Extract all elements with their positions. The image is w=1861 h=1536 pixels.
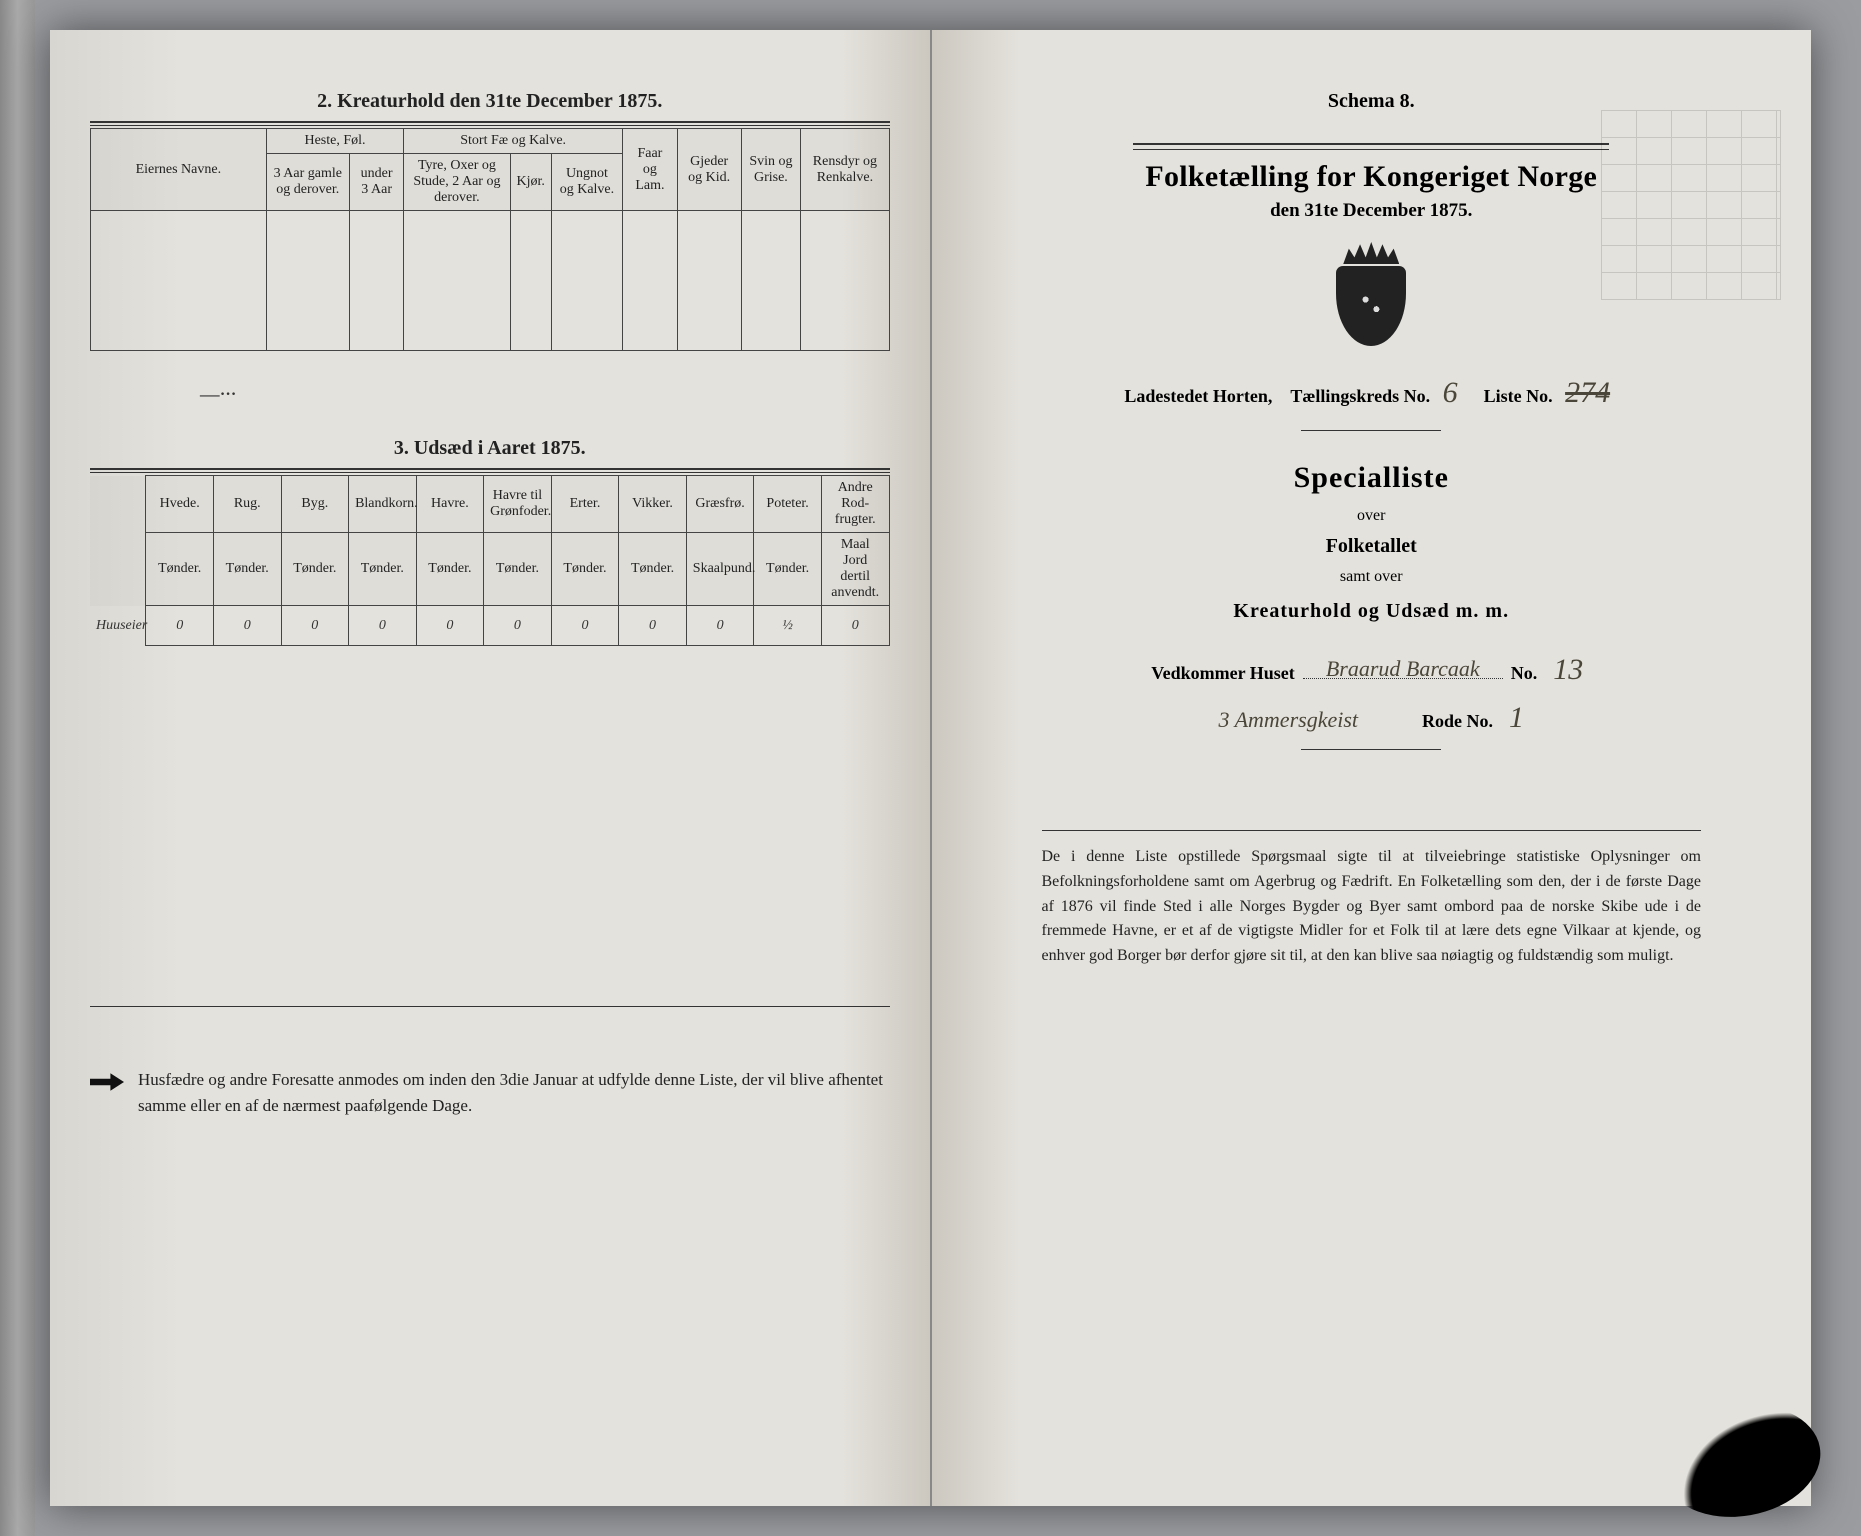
h-byg: Byg. <box>281 476 349 533</box>
v9: ½ <box>754 606 822 646</box>
book-spine <box>0 0 35 1536</box>
v7: 0 <box>619 606 687 646</box>
v10: 0 <box>821 606 889 646</box>
rode-label: Rode No. <box>1422 711 1493 732</box>
folketallet-label: Folketallet <box>1032 535 1712 558</box>
place-label: Ladestedet Horten, <box>1124 386 1272 406</box>
table-kreaturhold: Eiernes Navne. Heste, Føl. Stort Fæ og K… <box>90 128 890 351</box>
v4: 0 <box>416 606 484 646</box>
u9: Tønder. <box>754 533 822 606</box>
v2: 0 <box>281 606 349 646</box>
rule-thin <box>90 472 890 473</box>
samt-label: samt over <box>1032 568 1712 586</box>
colgrp-heste: Heste, Føl. <box>266 129 404 154</box>
v8: 0 <box>686 606 754 646</box>
h-vikker: Vikker. <box>619 476 687 533</box>
vedkommer-label: Vedkommer Huset <box>1151 663 1295 684</box>
hus-no-label: No. <box>1511 663 1538 684</box>
rule <box>90 468 890 470</box>
section2-title: 2. Kreaturhold den 31te December 1875. <box>90 90 890 113</box>
col-rensdyr: Rensdyr og Renkalve. <box>801 129 889 211</box>
h-graes: Græsfrø. <box>686 476 754 533</box>
thumb-shadow <box>1653 1393 1830 1529</box>
u0: Tønder. <box>146 533 214 606</box>
handwritten-mark: —··· <box>200 381 890 407</box>
short-rule <box>1301 749 1441 750</box>
specialliste-heading: Specialliste <box>1032 461 1712 495</box>
v6: 0 <box>551 606 619 646</box>
pointing-hand-icon <box>90 1071 124 1093</box>
left-footnote: Husfædre og andre Foresatte anmodes om i… <box>90 1067 890 1118</box>
open-book: 2. Kreaturhold den 31te December 1875. E… <box>50 30 1811 1506</box>
v1: 0 <box>213 606 281 646</box>
bottom-paragraph: De i denne Liste opstillede Spørgsmaal s… <box>1032 830 1712 969</box>
u2: Tønder. <box>281 533 349 606</box>
section3-title: 3. Udsæd i Aaret 1875. <box>90 437 890 460</box>
u7: Tønder. <box>619 533 687 606</box>
location-line: Ladestedet Horten, Tællingskreds No. 6 L… <box>1032 376 1712 410</box>
rule-thin <box>90 1006 890 1007</box>
u5: Tønder. <box>484 533 552 606</box>
kreds-label: Tællingskreds No. <box>1290 386 1430 406</box>
sub-stort-c: Ungnot og Kalve. <box>551 154 622 211</box>
h-hvede: Hvede. <box>146 476 214 533</box>
u6: Tønder. <box>551 533 619 606</box>
sub-stort-b: Kjør. <box>510 154 551 211</box>
rule <box>90 121 890 123</box>
rule-thin <box>90 125 890 126</box>
table3-data-row: Huuseier 0 0 0 0 0 0 0 0 0 ½ 0 <box>90 606 889 646</box>
over-label: over <box>1032 507 1712 525</box>
coat-of-arms-icon <box>1326 242 1416 352</box>
rode-line: 3 Ammersgkeist Rode No. 1 <box>1032 701 1712 735</box>
table-udsaed: Hvede. Rug. Byg. Blandkorn. Havre. Havre… <box>90 475 890 646</box>
colgrp-stort: Stort Fæ og Kalve. <box>404 129 623 154</box>
bleedthrough-table <box>1601 110 1781 300</box>
u4: Tønder. <box>416 533 484 606</box>
table2-empty-row <box>91 211 890 351</box>
row-label: Huuseier <box>90 606 146 646</box>
h-poteter: Poteter. <box>754 476 822 533</box>
liste-value: 274 <box>1557 376 1618 409</box>
line2-handwriting: 3 Ammersgkeist <box>1210 707 1366 733</box>
u3: Tønder. <box>349 533 417 606</box>
kreds-value: 6 <box>1435 376 1466 409</box>
h-rug: Rug. <box>213 476 281 533</box>
liste-label: Liste No. <box>1484 386 1553 406</box>
col-svin: Svin og Grise. <box>741 129 801 211</box>
table3-unit-row: Tønder. Tønder. Tønder. Tønder. Tønder. … <box>90 533 889 606</box>
right-page: Schema 8. Folketælling for Kongeriget No… <box>932 30 1812 1506</box>
sub-stort-a: Tyre, Oxer og Stude, 2 Aar og derover. <box>404 154 510 211</box>
sub-heste-b: under 3 Aar <box>349 154 403 211</box>
col-eier: Eiernes Navne. <box>91 129 267 211</box>
vedkommer-line: Vedkommer Huset Braarud Barcaak No. 13 <box>1032 653 1712 687</box>
hus-handwriting: Braarud Barcaak <box>1303 656 1503 682</box>
hus-no: 13 <box>1545 653 1591 687</box>
table3-header-row: Hvede. Rug. Byg. Blandkorn. Havre. Havre… <box>90 476 889 533</box>
footnote-text: Husfædre og andre Foresatte anmodes om i… <box>138 1067 890 1118</box>
u1: Tønder. <box>213 533 281 606</box>
rule <box>1133 143 1609 145</box>
col-gjeder: Gjeder og Kid. <box>677 129 741 211</box>
u10: Maal Jord dertil anvendt. <box>821 533 889 606</box>
rule-thin <box>1133 149 1609 150</box>
v0: 0 <box>146 606 214 646</box>
h-erter: Erter. <box>551 476 619 533</box>
h-havre: Havre. <box>416 476 484 533</box>
h-bland: Blandkorn. <box>349 476 417 533</box>
h-havregr: Havre til Grønfoder. <box>484 476 552 533</box>
kreatur-label: Kreaturhold og Udsæd m. m. <box>1032 600 1712 623</box>
col-faar: Faar og Lam. <box>622 129 677 211</box>
v5: 0 <box>484 606 552 646</box>
u8: Skaalpund. <box>686 533 754 606</box>
v3: 0 <box>349 606 417 646</box>
left-page: 2. Kreaturhold den 31te December 1875. E… <box>50 30 932 1506</box>
short-rule <box>1301 430 1441 431</box>
sub-heste-a: 3 Aar gamle og derover. <box>266 154 349 211</box>
h-andre: Andre Rod-frugter. <box>821 476 889 533</box>
rode-no: 1 <box>1501 701 1532 735</box>
